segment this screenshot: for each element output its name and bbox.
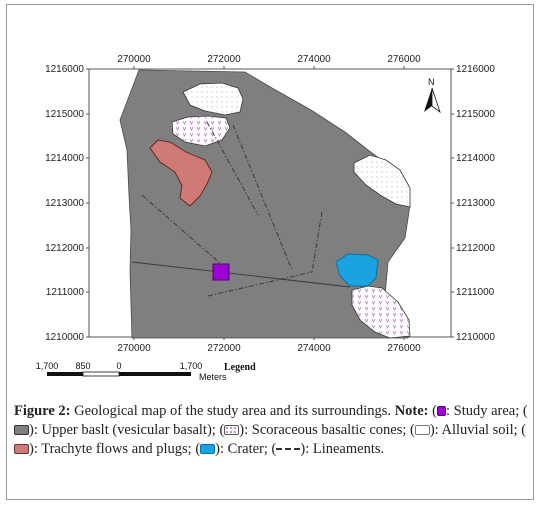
figure-caption: Figure 2: Geological map of the study ar… <box>14 403 528 457</box>
top-tick-4: 276000 <box>387 54 421 65</box>
legend-upper-basalt: ): Upper baslt (vesicular basalt); ( <box>29 422 225 438</box>
top-tick-2: 272000 <box>207 54 241 65</box>
scale-label-4: 1,700 <box>180 361 203 371</box>
figure-title: Geological map of the study area and its… <box>70 403 395 419</box>
legend-trachyte: ): Trachyte flows and plugs; ( <box>29 441 201 457</box>
frame-ticks <box>86 66 454 340</box>
left-tick-7: 1210000 <box>45 332 84 343</box>
road-line <box>131 261 351 288</box>
alluvial-swatch <box>414 425 430 435</box>
alluvial-soil-right-texture <box>354 155 410 207</box>
study-area-swatch <box>436 406 446 416</box>
crater <box>335 253 379 287</box>
right-tick-7: 1210000 <box>456 332 495 343</box>
scale-label-3: 0 <box>116 361 121 371</box>
alluvial-soil-top-texture <box>183 83 243 115</box>
bottom-tick-1: 270000 <box>117 343 151 354</box>
left-tick-6: 1211000 <box>46 287 85 298</box>
legend-scoraceous: ): Scoraceous basaltic cones; ( <box>239 422 415 438</box>
bottom-tick-2: 272000 <box>207 343 241 354</box>
legend-lineaments: ): Lineaments. <box>300 441 385 457</box>
north-label: N <box>428 77 435 87</box>
scale-bar <box>47 371 191 377</box>
study-area-marker <box>212 263 230 281</box>
scale-label-1: 1,700 <box>36 361 59 371</box>
left-tick-2: 1215000 <box>45 109 84 120</box>
north-arrow-icon <box>424 87 441 114</box>
lineaments <box>141 121 323 297</box>
legend-study-area: : Study area; ( <box>445 403 528 419</box>
bottom-tick-4: 276000 <box>387 343 421 354</box>
lineament-swatch <box>276 448 301 450</box>
geological-map: N 270000 272000 274000 276000 270000 272… <box>36 54 496 382</box>
right-tick-1: 1216000 <box>456 64 495 75</box>
left-tick-1: 1216000 <box>45 64 84 75</box>
right-tick-2: 1215000 <box>456 109 495 120</box>
scoraceous-cone-bottom-texture <box>352 286 410 338</box>
figure-frame <box>6 4 534 500</box>
scoraceous-swatch <box>224 425 240 435</box>
bottom-tick-3: 274000 <box>297 343 331 354</box>
note-label: Note: <box>394 403 429 419</box>
left-tick-5: 1212000 <box>45 243 84 254</box>
trachyte-flow <box>149 139 213 207</box>
right-tick-4: 1213000 <box>456 198 495 209</box>
right-tick-6: 1211000 <box>456 287 495 298</box>
right-tick-3: 1214000 <box>456 153 495 164</box>
legend-title: Legend <box>224 362 256 373</box>
top-tick-3: 274000 <box>297 54 331 65</box>
figure-label: Figure 2: <box>14 403 71 419</box>
scale-label-2: 850 <box>75 361 90 371</box>
left-tick-3: 1214000 <box>45 153 84 164</box>
legend-crater: ): Crater; ( <box>215 441 277 457</box>
trachyte-swatch <box>14 444 29 454</box>
left-tick-4: 1213000 <box>45 198 84 209</box>
crater-swatch <box>200 444 216 454</box>
right-tick-5: 1212000 <box>456 243 495 254</box>
upper-basalt-swatch <box>14 425 29 435</box>
legend-alluvial: ): Alluvial soil; ( <box>429 422 527 438</box>
top-tick-1: 270000 <box>117 54 151 65</box>
scale-unit: Meters <box>199 372 227 382</box>
